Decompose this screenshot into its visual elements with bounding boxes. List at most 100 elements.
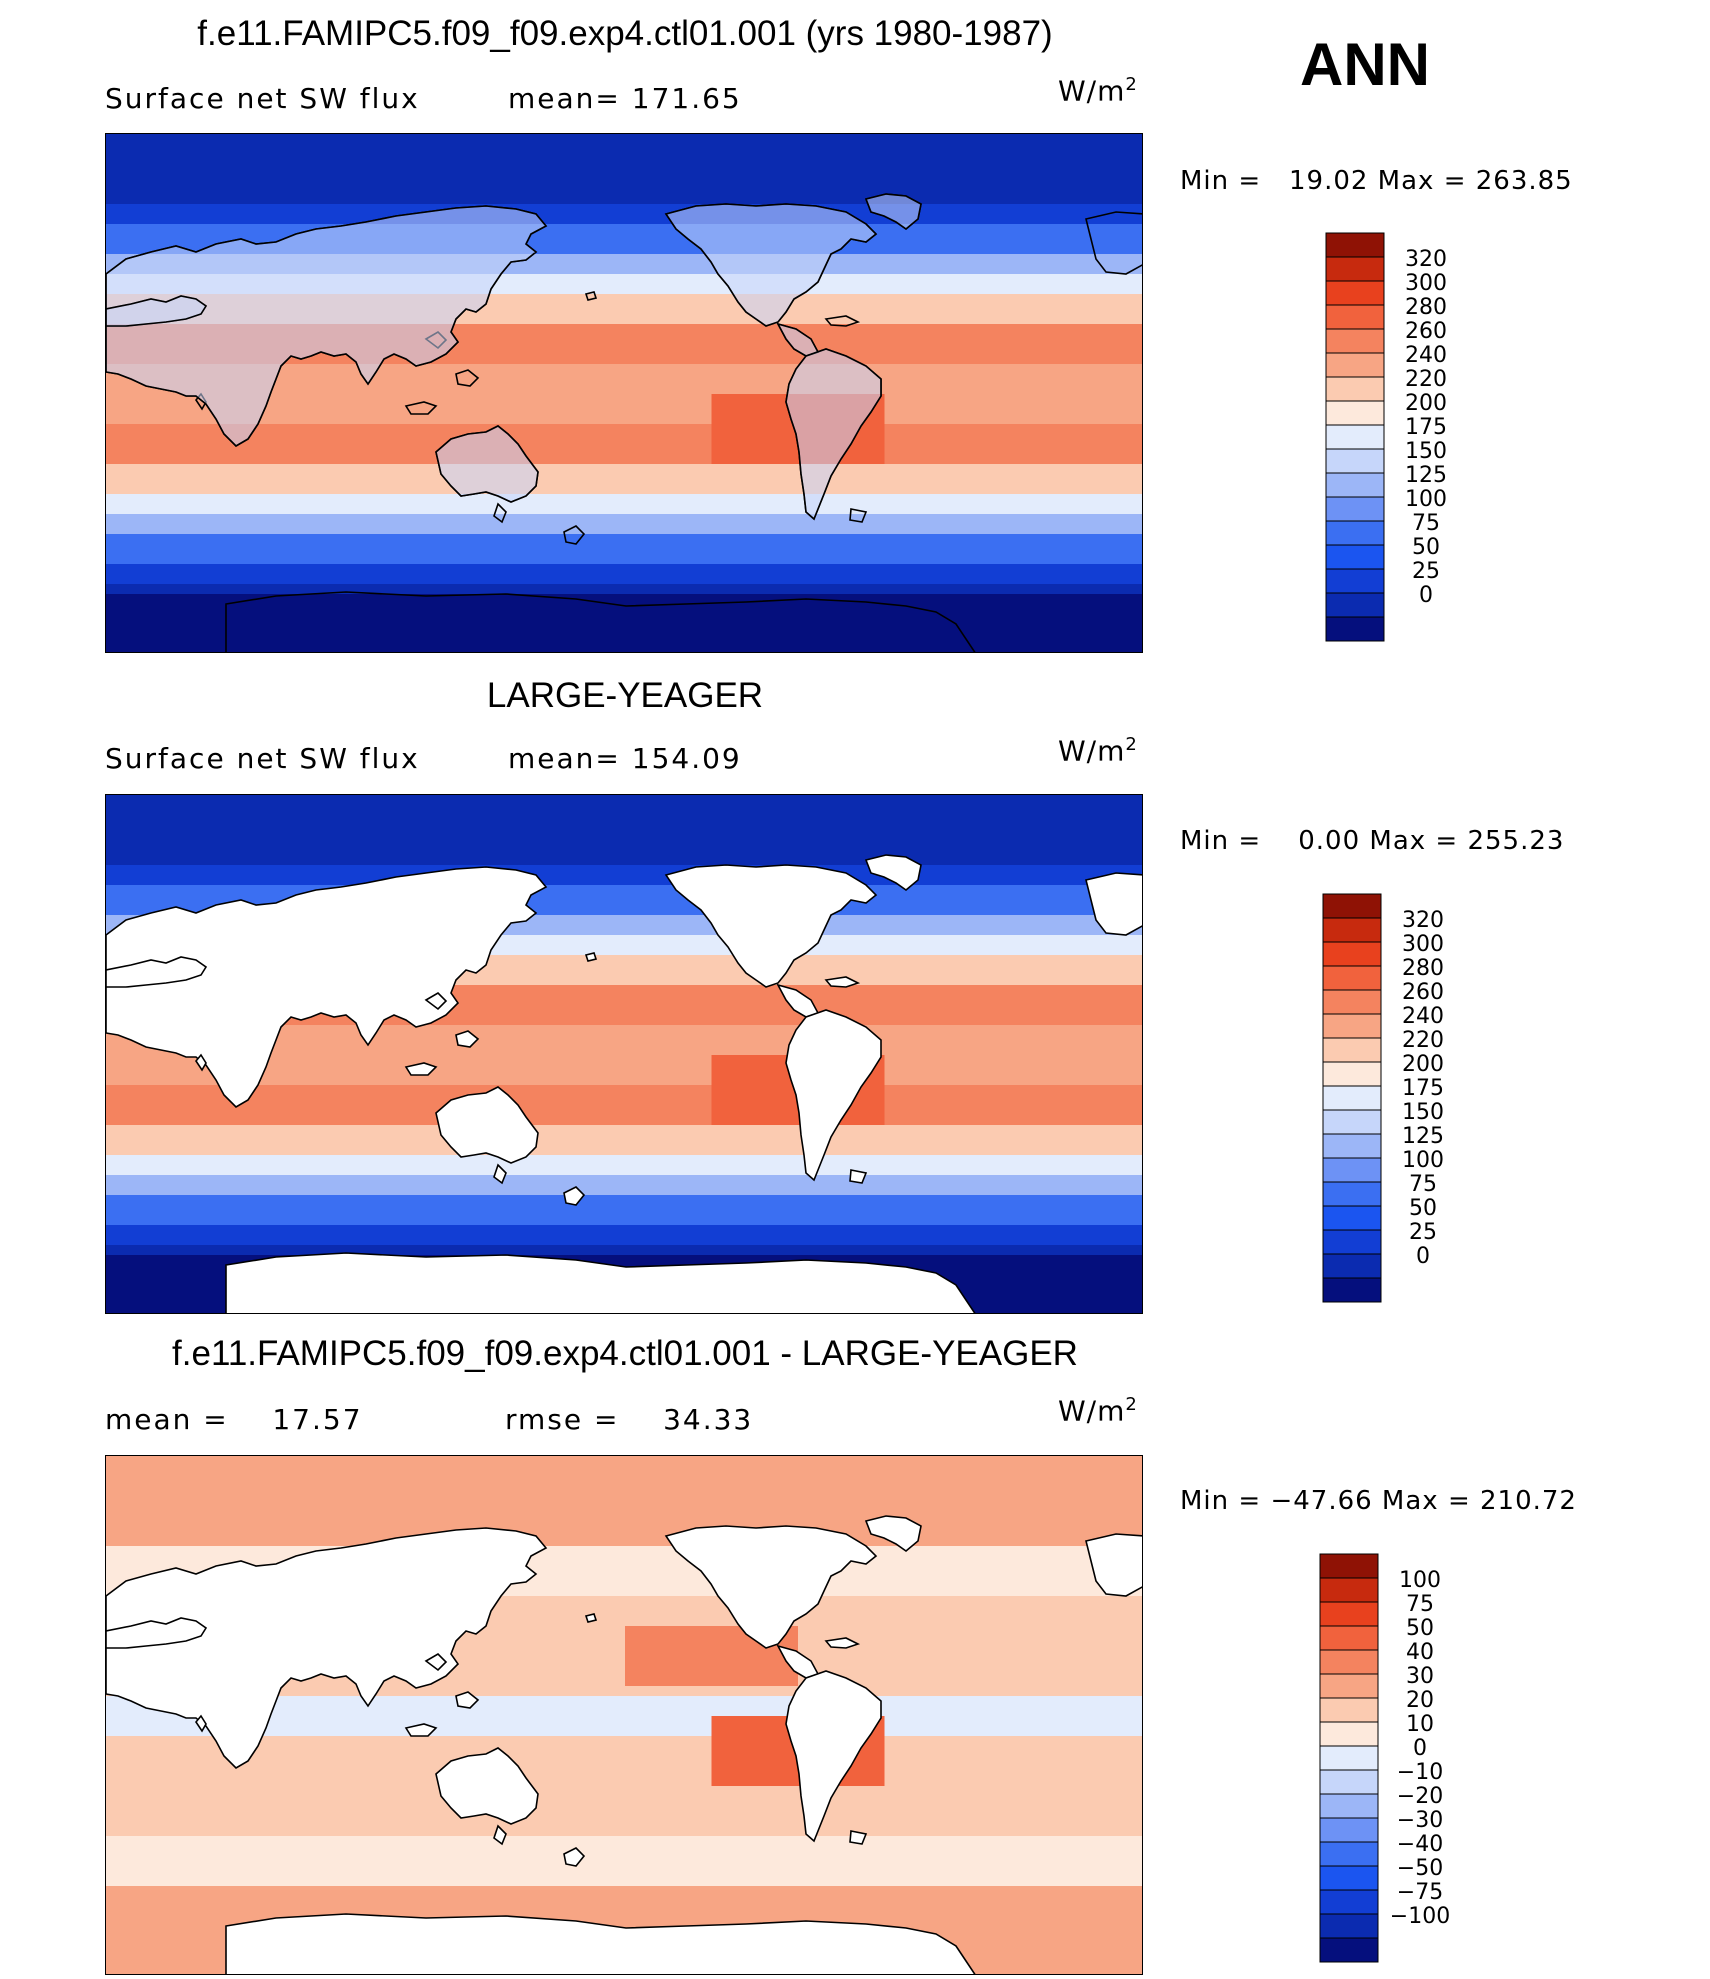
field-cell	[106, 604, 193, 615]
field-cell	[884, 1245, 972, 1256]
field-cell	[711, 144, 799, 155]
field-cell	[452, 1866, 539, 1877]
field-cell	[711, 574, 799, 585]
field-cell	[279, 1906, 366, 1917]
field-cell	[365, 1025, 453, 1036]
field-cell	[452, 154, 539, 165]
field-cell	[192, 1115, 280, 1126]
field-cell	[106, 1045, 193, 1056]
field-cell	[192, 1105, 280, 1116]
field-cell	[279, 634, 366, 645]
field-cell	[279, 1806, 366, 1817]
field-cell	[884, 524, 972, 535]
coastline	[785, 1009, 882, 1182]
field-cell	[106, 1756, 193, 1767]
field-cell	[884, 314, 972, 325]
coastline	[864, 854, 922, 892]
field-cell	[971, 1666, 1058, 1677]
field-cell	[106, 885, 193, 896]
field-cell	[711, 634, 799, 645]
field-cell	[884, 644, 972, 652]
field-cell	[538, 975, 626, 986]
field-cell	[798, 554, 885, 565]
field-cell	[538, 1786, 626, 1797]
field-cell	[106, 1786, 193, 1797]
coastline	[785, 1670, 882, 1843]
field-cell	[971, 594, 1058, 605]
field-cell	[106, 564, 193, 575]
field-cell	[365, 164, 453, 175]
field-cell	[971, 1145, 1058, 1156]
field-cell	[106, 1946, 193, 1957]
field-cell	[711, 1796, 799, 1807]
field-cell	[625, 1786, 712, 1797]
land-field	[864, 193, 922, 231]
field-cell	[452, 1846, 539, 1857]
field-cell	[279, 1105, 366, 1116]
field-cell	[625, 995, 712, 1006]
field-cell	[452, 1496, 539, 1507]
field-cell	[971, 394, 1058, 405]
colorbar-swatch	[1322, 941, 1382, 967]
field-cell	[365, 1836, 453, 1847]
field-cell	[625, 1616, 712, 1627]
field-cell	[625, 1706, 712, 1717]
field-cell	[279, 1876, 366, 1887]
field-cell	[452, 1035, 539, 1046]
field-cell	[192, 1776, 280, 1787]
colorbar-level-label: 30	[1406, 1664, 1434, 1689]
field-cell	[884, 1225, 972, 1236]
field-cell	[884, 805, 972, 816]
field-cell	[452, 1195, 539, 1206]
field-cell	[711, 594, 799, 605]
field-cell	[106, 1556, 193, 1567]
field-cell	[192, 1896, 280, 1907]
units-label: W/m2	[1058, 734, 1138, 768]
coastline	[424, 1652, 448, 1672]
field-cell	[1057, 164, 1142, 175]
field-cell	[538, 254, 626, 265]
field-cell	[365, 1866, 453, 1877]
field-cell	[538, 1135, 626, 1146]
field-cell	[1057, 1145, 1142, 1156]
field-cell	[798, 624, 885, 635]
field-cell	[971, 1886, 1058, 1897]
field-cell	[1057, 374, 1142, 385]
colorbar-swatch	[1325, 544, 1385, 570]
field-cell	[1057, 1105, 1142, 1116]
field-cell	[452, 1896, 539, 1907]
field-cell	[971, 1556, 1058, 1567]
colorbar-level-label: 50	[1409, 1196, 1437, 1221]
field-cell	[538, 825, 626, 836]
field-cell	[971, 1936, 1058, 1947]
map-model	[105, 133, 1143, 653]
colorbar-level-label: 150	[1402, 1100, 1444, 1125]
field-cell	[452, 1816, 539, 1827]
field-cell	[106, 1826, 193, 1837]
field-cell	[538, 1666, 626, 1677]
field-cell	[279, 1185, 366, 1196]
field-cell	[625, 855, 712, 866]
coastline	[195, 1714, 207, 1733]
field-cell	[538, 855, 626, 866]
field-cell	[452, 1736, 539, 1747]
field-cell	[538, 1576, 626, 1587]
colorbar-swatch	[1325, 472, 1385, 498]
field-cell	[538, 334, 626, 345]
field-cell	[452, 1015, 539, 1026]
field-cell	[192, 1125, 280, 1136]
field-cell	[1057, 204, 1142, 215]
field-cell	[971, 1035, 1058, 1046]
field-cell	[1057, 1305, 1142, 1313]
field-cell	[365, 1135, 453, 1146]
coastline	[493, 1163, 507, 1185]
field-cell	[884, 1496, 972, 1507]
coastline	[404, 401, 438, 415]
field-cell	[1057, 1716, 1142, 1727]
field-cell	[106, 855, 193, 866]
field-cell	[279, 1796, 366, 1807]
field-cell	[192, 815, 280, 826]
field-cell	[884, 1215, 972, 1226]
field-cell	[1057, 985, 1142, 996]
field-cell	[884, 454, 972, 465]
